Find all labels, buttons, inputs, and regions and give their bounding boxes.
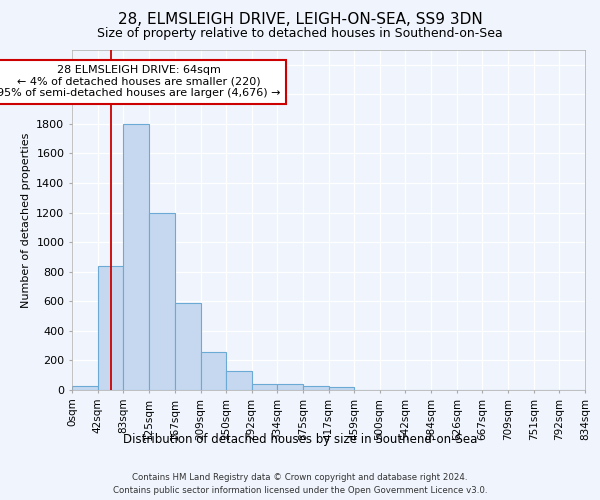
Bar [277,384,302,390]
Bar [226,371,251,390]
Bar [123,124,149,390]
Text: 28 ELMSLEIGH DRIVE: 64sqm
← 4% of detached houses are smaller (220)
95% of semi-: 28 ELMSLEIGH DRIVE: 64sqm ← 4% of detach… [0,66,280,98]
Bar [329,387,355,390]
Text: Distribution of detached houses by size in Southend-on-Sea: Distribution of detached houses by size … [123,432,477,446]
Bar [72,386,98,390]
Text: 28, ELMSLEIGH DRIVE, LEIGH-ON-SEA, SS9 3DN: 28, ELMSLEIGH DRIVE, LEIGH-ON-SEA, SS9 3… [118,12,482,28]
Y-axis label: Number of detached properties: Number of detached properties [20,132,31,308]
Text: Size of property relative to detached houses in Southend-on-Sea: Size of property relative to detached ho… [97,28,503,40]
Bar [149,212,175,390]
Bar [302,386,329,390]
Text: Contains HM Land Registry data © Crown copyright and database right 2024.: Contains HM Land Registry data © Crown c… [132,472,468,482]
Bar [175,303,200,390]
Text: Contains public sector information licensed under the Open Government Licence v3: Contains public sector information licen… [113,486,487,495]
Bar [251,384,277,390]
Bar [200,352,226,390]
Bar [98,266,123,390]
